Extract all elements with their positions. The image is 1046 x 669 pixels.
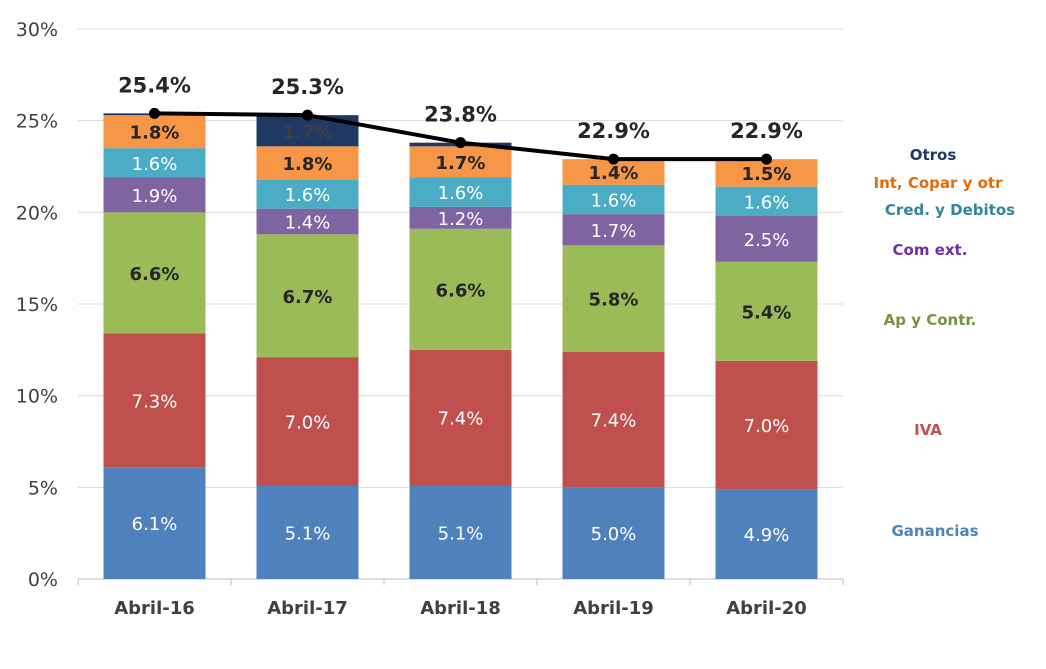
bar-segment <box>256 146 359 180</box>
bar-segment <box>409 349 512 486</box>
bar-segment <box>256 179 359 209</box>
y-tick-label: 30% <box>16 19 58 41</box>
total-point <box>149 107 160 119</box>
total-label: 23.8% <box>424 103 497 127</box>
bar-segment-label: 7.4% <box>591 411 637 432</box>
y-tick-label: 15% <box>16 294 58 316</box>
y-tick-label: 20% <box>16 202 58 224</box>
bar-segment <box>562 245 665 352</box>
bar-segment-label: 7.4% <box>438 409 484 430</box>
legend-entry: Otros <box>910 146 957 164</box>
x-tick-label: Abril-17 <box>267 598 348 619</box>
bar-segment-label: 1.7% <box>591 221 637 242</box>
x-tick-label: Abril-18 <box>420 598 501 619</box>
legend-entry: Int, Copar y otr <box>873 174 1003 192</box>
total-label: 22.9% <box>577 119 650 143</box>
legend-entry: Cred. y Debitos <box>885 201 1015 219</box>
bar-segment-label: 1.9% <box>132 186 178 207</box>
bar-segment <box>256 485 359 579</box>
bar-segment <box>409 206 512 229</box>
bar-segment-label: 6.7% <box>283 287 333 308</box>
legend-entry: Com ext. <box>893 241 968 259</box>
bar-segment-label: 1.5% <box>742 164 792 185</box>
y-tick-label: 5% <box>28 477 58 499</box>
bar-segment <box>715 186 818 216</box>
bar-segment-label: 1.4% <box>285 213 331 234</box>
bar-segment-label: 1.6% <box>132 154 178 175</box>
total-point <box>608 153 619 165</box>
x-tick-label: Abril-19 <box>573 598 654 619</box>
bar-segment-label: 1.4% <box>589 163 639 184</box>
bar-segment-label: 5.1% <box>438 523 484 544</box>
total-label: 25.3% <box>271 75 344 99</box>
bar-segment-label: 6.6% <box>130 264 180 285</box>
bar-segment <box>103 212 206 334</box>
bar-segment <box>256 234 359 358</box>
legend-entry: Ganancias <box>892 522 979 540</box>
bar-segment-label: 7.0% <box>744 416 790 437</box>
bar-segment <box>103 115 206 149</box>
bar-segment-label: 2.5% <box>744 230 790 251</box>
bar-segment-label: 1.8% <box>283 154 333 175</box>
legend-entry: Ap y Contr. <box>884 311 977 329</box>
bar-segment-label: 7.0% <box>285 412 331 433</box>
y-tick-label: 0% <box>28 569 58 591</box>
total-point <box>761 153 772 165</box>
bar-segment-label: 5.4% <box>742 302 792 323</box>
bar-segment <box>562 351 665 488</box>
x-tick-label: Abril-20 <box>726 598 807 619</box>
total-point <box>302 109 313 121</box>
bar-segment <box>256 208 359 235</box>
legend-entry: IVA <box>914 421 942 439</box>
total-label: 22.9% <box>730 119 803 143</box>
y-tick-label: 10% <box>16 386 58 408</box>
bar-segment <box>715 261 818 361</box>
bar-segment <box>715 360 818 490</box>
bar-segment <box>103 467 206 579</box>
bar-segment <box>256 357 359 486</box>
bar-segment-label: 5.8% <box>589 290 639 311</box>
bar-segment-label: 7.3% <box>132 391 178 412</box>
bar-segment-label: 6.6% <box>436 280 486 301</box>
bar-segment-label: 1.6% <box>591 191 637 212</box>
bar-segment-label: 5.1% <box>285 523 331 544</box>
bar-segment-label: 5.0% <box>591 524 637 545</box>
bar-segment <box>103 177 206 213</box>
bar-segment-label: 1.7% <box>283 122 333 143</box>
bar-segment-label: 1.2% <box>438 209 484 230</box>
bar-segment <box>715 489 818 579</box>
bar-segment <box>409 177 512 207</box>
bar-segment <box>409 485 512 579</box>
bar-segment-label: 1.6% <box>438 183 484 204</box>
x-tick-label: Abril-16 <box>114 598 195 619</box>
bar-segment <box>103 148 206 178</box>
bar-segment-label: 4.9% <box>744 525 790 546</box>
bar-segment <box>715 216 818 262</box>
bar-segment-label: 1.7% <box>436 153 486 174</box>
bar-segment-label: 1.6% <box>285 185 331 206</box>
total-point <box>455 137 466 149</box>
bar-segment-label: 1.6% <box>744 192 790 213</box>
bar-segment <box>409 228 512 350</box>
bar-segment <box>409 146 512 178</box>
bar-segment-label: 1.8% <box>130 123 180 144</box>
y-tick-label: 25% <box>16 111 58 133</box>
bar-segment-label: 6.1% <box>132 514 178 535</box>
bar-segment <box>103 333 206 468</box>
bar-segment <box>562 487 665 579</box>
bar-segment <box>562 184 665 215</box>
bar-segment <box>562 214 665 246</box>
total-label: 25.4% <box>118 73 191 97</box>
